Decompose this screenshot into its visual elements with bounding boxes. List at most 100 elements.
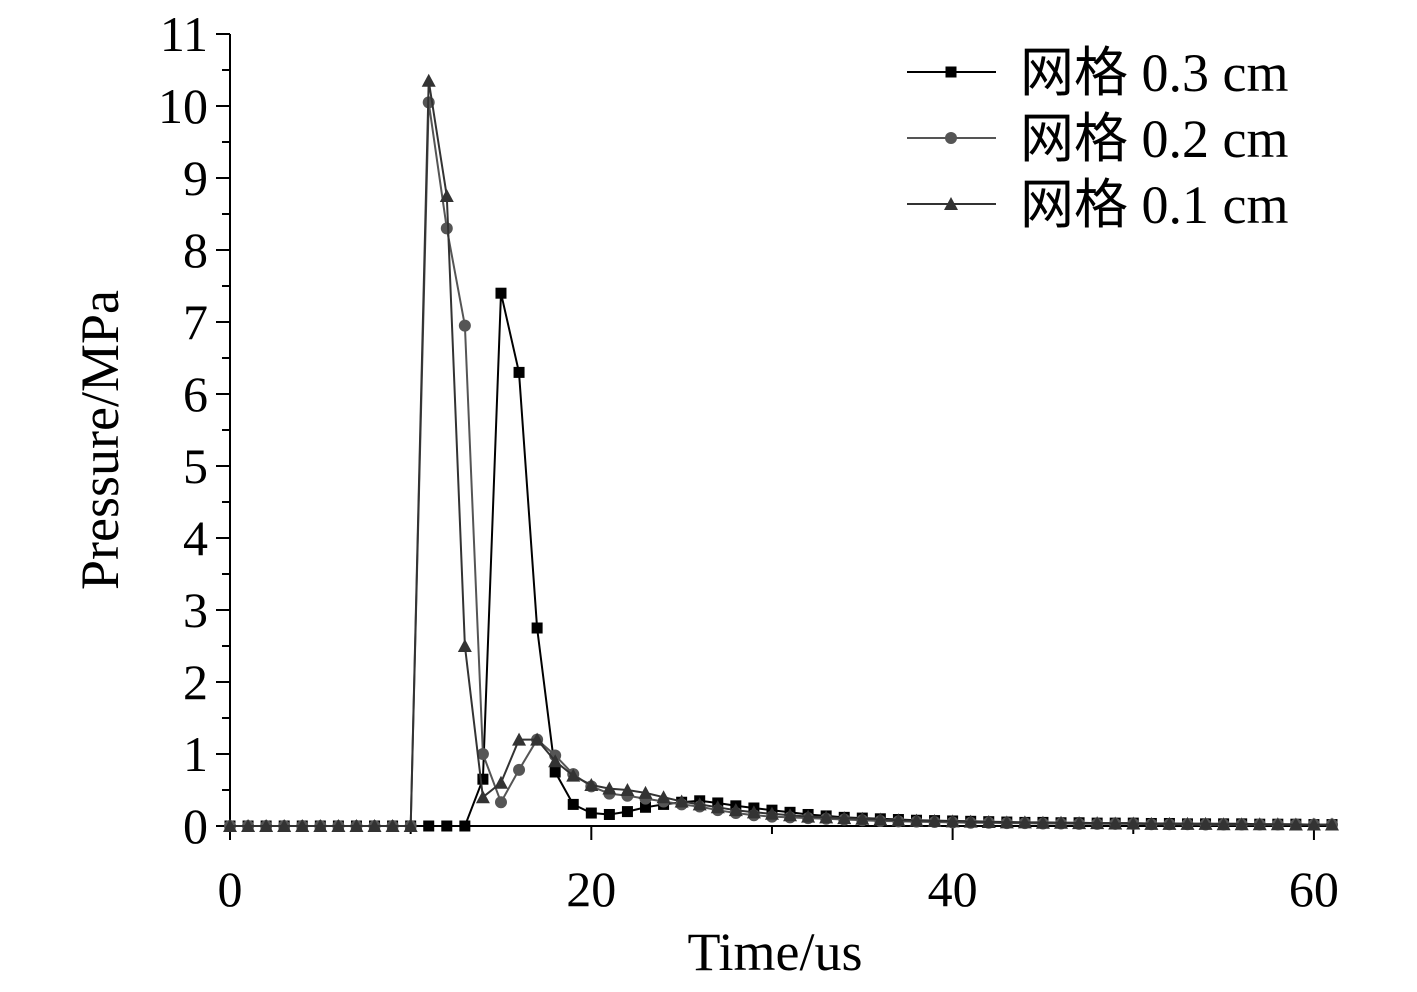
- y-tick-label: 6: [183, 366, 208, 422]
- data-point-square: [585, 807, 597, 819]
- data-point-triangle: [1017, 815, 1032, 829]
- data-point-triangle: [457, 639, 472, 652]
- data-point-triangle: [981, 815, 996, 829]
- data-point-square: [549, 766, 561, 778]
- data-point-triangle: [1035, 815, 1050, 829]
- legend-item: 网格 0.1 cm: [907, 175, 1288, 235]
- data-point-triangle: [728, 803, 743, 817]
- data-point-triangle: [1270, 817, 1285, 831]
- data-point-triangle: [764, 806, 779, 820]
- y-tick-label: 7: [183, 294, 208, 350]
- y-axis-title: Pressure/MPa: [70, 290, 130, 590]
- data-point-triangle: [385, 819, 400, 832]
- y-tick-label: 0: [183, 798, 208, 854]
- data-point-triangle: [1306, 817, 1321, 831]
- data-point-triangle: [746, 805, 761, 819]
- data-point-square: [621, 806, 633, 818]
- data-point-triangle: [313, 819, 328, 832]
- data-point-triangle: [1252, 817, 1267, 831]
- series-1: [224, 287, 1338, 832]
- data-point-triangle: [223, 819, 237, 832]
- data-point-triangle: [783, 808, 798, 822]
- data-point-triangle: [1325, 817, 1339, 831]
- data-point-circle: [476, 748, 489, 760]
- data-point-triangle: [1144, 816, 1159, 830]
- series-3: [223, 73, 1339, 832]
- data-point-triangle: [439, 189, 454, 202]
- data-point-triangle: [927, 813, 942, 827]
- data-point-square: [459, 820, 471, 832]
- x-axis-title: Time/us: [687, 922, 862, 982]
- data-point-triangle: [945, 814, 960, 828]
- data-point-triangle: [909, 813, 924, 827]
- y-tick-label: 3: [183, 582, 208, 638]
- data-point-triangle: [710, 800, 725, 814]
- data-point-triangle: [674, 794, 689, 808]
- y-tick-label: 2: [183, 654, 208, 710]
- data-point-triangle: [1126, 816, 1141, 830]
- legend-item: 网格 0.2 cm: [907, 109, 1288, 169]
- y-tick-label: 9: [183, 150, 208, 206]
- data-point-triangle: [1072, 816, 1087, 830]
- x-tick-label: 0: [218, 861, 243, 917]
- data-point-circle: [458, 319, 471, 332]
- data-point-triangle: [512, 732, 527, 746]
- y-tick-label: 11: [160, 6, 208, 62]
- data-point-triangle: [999, 815, 1014, 829]
- legend-label: 网格 0.1 cm: [1020, 175, 1288, 235]
- data-point-triangle: [1090, 816, 1105, 830]
- data-point-triangle: [620, 783, 635, 796]
- y-tick-label: 8: [183, 222, 208, 278]
- data-point-square: [945, 66, 957, 78]
- data-point-triangle: [1288, 817, 1303, 831]
- data-point-triangle: [493, 775, 508, 789]
- data-point-triangle: [1108, 816, 1123, 830]
- data-point-triangle: [963, 814, 978, 828]
- data-point-square: [477, 773, 489, 785]
- y-tick-label: 4: [183, 510, 208, 566]
- data-point-triangle: [1180, 816, 1195, 830]
- data-point-circle: [945, 132, 957, 144]
- ticks: 0 1 2 3 4 5 6 7 8 9 10 11 0 20 40 60: [158, 6, 1339, 917]
- data-point-square: [603, 808, 615, 820]
- data-point-triangle: [403, 819, 418, 832]
- data-point-circle: [440, 222, 453, 235]
- data-point-triangle: [1054, 815, 1069, 829]
- legend-item: 网格 0.3 cm: [907, 43, 1288, 103]
- y-tick-label: 5: [183, 438, 208, 494]
- data-point-triangle: [548, 754, 563, 768]
- data-point-triangle: [837, 811, 852, 825]
- x-tick-label: 20: [566, 861, 616, 917]
- data-point-triangle: [349, 819, 364, 832]
- data-point-triangle: [367, 819, 382, 832]
- data-point-square: [441, 820, 453, 832]
- y-tick-label: 10: [158, 78, 208, 134]
- data-point-triangle: [1216, 817, 1231, 831]
- data-point-triangle: [656, 790, 671, 804]
- data-point-triangle: [584, 777, 599, 791]
- data-point-triangle: [530, 732, 545, 746]
- legend-label: 网格 0.2 cm: [1020, 109, 1288, 169]
- data-point-square: [531, 622, 543, 634]
- data-point-triangle: [475, 790, 490, 804]
- legend-label: 网格 0.3 cm: [1020, 43, 1288, 103]
- data-point-triangle: [944, 197, 958, 210]
- data-point-triangle: [819, 810, 834, 824]
- series-line: [230, 292, 1332, 827]
- data-point-triangle: [241, 819, 256, 832]
- data-point-triangle: [1162, 816, 1177, 830]
- data-point-triangle: [801, 809, 816, 823]
- data-point-triangle: [873, 812, 888, 826]
- data-point-triangle: [891, 813, 906, 827]
- data-point-triangle: [295, 819, 310, 832]
- x-tick-label: 60: [1289, 861, 1339, 917]
- data-point-triangle: [855, 811, 870, 825]
- data-point-triangle: [421, 73, 436, 87]
- data-point-triangle: [1234, 817, 1249, 831]
- data-point-square: [513, 366, 525, 378]
- data-point-triangle: [638, 785, 653, 799]
- y-tick-label: 1: [183, 726, 208, 782]
- x-tick-label: 40: [928, 861, 978, 917]
- data-point-square: [640, 801, 652, 813]
